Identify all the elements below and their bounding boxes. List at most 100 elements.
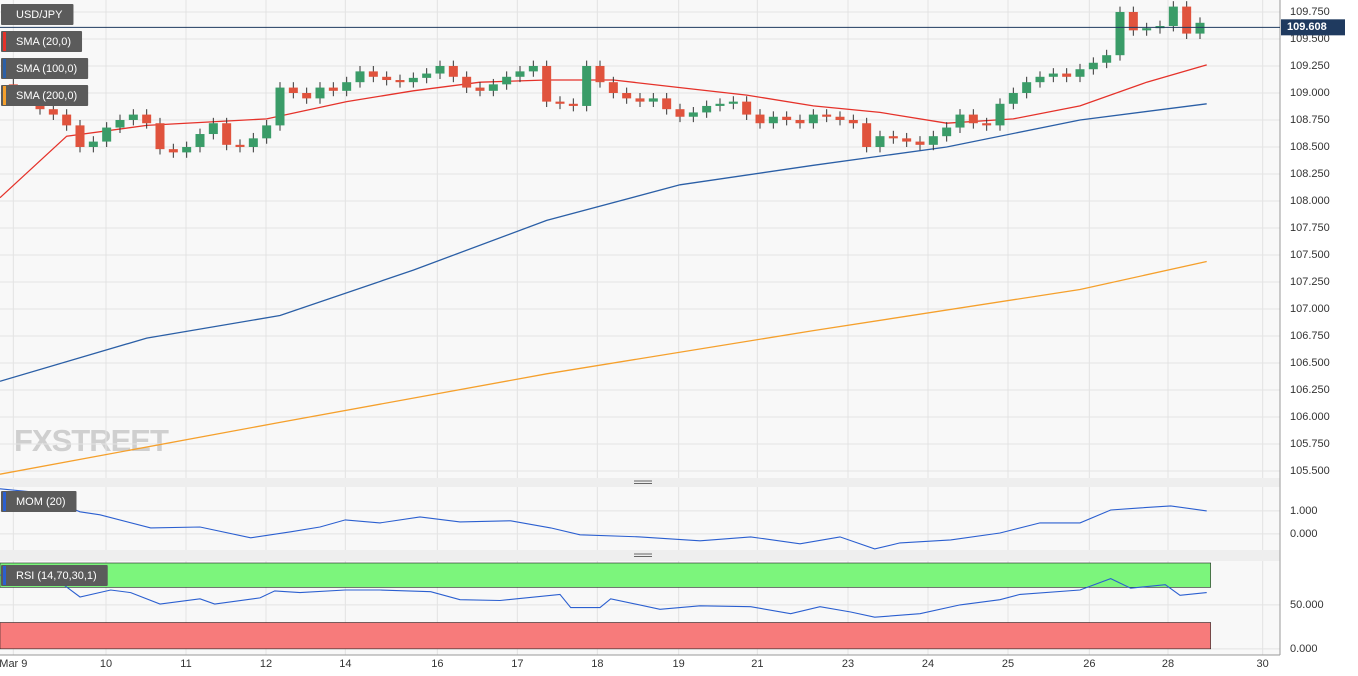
legend-box	[1, 31, 83, 52]
candle-body	[835, 116, 845, 120]
x-tick-label: 30	[1257, 658, 1269, 670]
candle-body	[515, 71, 525, 77]
oversold-band	[0, 622, 1211, 650]
x-tick-label: 23	[842, 658, 854, 670]
candle-body	[1075, 69, 1085, 77]
legend-swatch	[3, 32, 6, 51]
candle-body	[595, 65, 605, 83]
candle-body	[102, 127, 112, 142]
candle-body	[1142, 28, 1152, 31]
candle-body	[795, 119, 805, 124]
y-tick-label: 108.500	[1290, 141, 1330, 153]
sma-line	[0, 103, 1207, 382]
candle-body	[1035, 76, 1045, 83]
candle-body	[462, 76, 472, 88]
y-tick-label: 1.000	[1290, 505, 1318, 517]
x-tick-label: 24	[922, 658, 934, 670]
candle-body	[1048, 73, 1058, 77]
x-tick-label: 12	[260, 658, 272, 670]
candle-body	[155, 123, 165, 150]
candle-body	[408, 77, 418, 83]
candle-body	[48, 109, 58, 115]
candle-body	[75, 125, 85, 147]
x-tick-label: 28	[1162, 658, 1174, 670]
candle-body	[1102, 55, 1112, 63]
y-tick-label: 106.750	[1290, 330, 1330, 342]
y-tick-label: 106.250	[1290, 384, 1330, 396]
candle-body	[422, 73, 432, 78]
candle-body	[982, 123, 992, 126]
candle-body	[115, 119, 125, 128]
legend-label: USD/JPY	[16, 9, 63, 21]
candle-body	[395, 80, 405, 83]
y-tick-label: 109.500	[1290, 33, 1330, 45]
candle-body	[542, 65, 552, 102]
candle-body	[288, 87, 298, 93]
candle-body	[1062, 73, 1072, 77]
x-tick-label: 26	[1083, 658, 1095, 670]
candle-body	[1022, 82, 1032, 93]
y-tick-label: 105.750	[1290, 438, 1330, 450]
candle-body	[728, 101, 738, 104]
x-tick-label: 19	[673, 658, 685, 670]
candle-body	[582, 65, 592, 106]
indicator-line	[0, 488, 1207, 550]
y-tick-label: 109.750	[1290, 6, 1330, 18]
candle-body	[928, 136, 938, 145]
candle-body	[1195, 22, 1205, 34]
candle-body	[755, 114, 765, 124]
candle-body	[195, 134, 205, 147]
candle-body	[342, 82, 352, 91]
y-tick-label: 109.000	[1290, 87, 1330, 99]
legend-label: SMA (20,0)	[16, 36, 71, 48]
candle-body	[368, 71, 378, 77]
legend-box	[1, 491, 77, 512]
legend-box	[1, 58, 89, 79]
candle-body	[168, 149, 178, 153]
candle-body	[142, 114, 152, 124]
candle-body	[208, 123, 218, 135]
y-tick-label: 107.000	[1290, 303, 1330, 315]
candle-body	[915, 141, 925, 145]
candle-body	[995, 103, 1005, 126]
x-tick-label: 14	[339, 658, 351, 670]
candle-body	[568, 103, 578, 106]
candle-body	[768, 116, 778, 124]
y-tick-label: 108.250	[1290, 168, 1330, 180]
x-tick-label: 10	[100, 658, 112, 670]
last-price-label: 109.608	[1287, 21, 1327, 33]
last-price-box	[1281, 19, 1345, 36]
candle-body	[1008, 92, 1018, 104]
candle-body	[608, 82, 618, 93]
candle-body	[528, 65, 538, 72]
candle-body	[62, 114, 72, 126]
candle-body	[128, 114, 138, 120]
candle-body	[1115, 11, 1125, 56]
candle-body	[888, 136, 898, 139]
candle-body	[248, 138, 258, 147]
legend-label: SMA (200,0)	[16, 90, 77, 102]
candle-body	[355, 71, 365, 83]
candle-body	[555, 101, 565, 104]
y-tick-label: 50.000	[1290, 599, 1324, 611]
legend-box	[1, 565, 108, 586]
y-tick-label: 107.250	[1290, 276, 1330, 288]
y-tick-label: 106.000	[1290, 411, 1330, 423]
legend-label: SMA (100,0)	[16, 63, 77, 75]
x-tick-label: 16	[431, 658, 443, 670]
candle-body	[222, 123, 232, 145]
candle-body	[88, 141, 98, 147]
candle-body	[435, 65, 445, 74]
x-tick-label: 21	[751, 658, 763, 670]
candle-body	[1128, 11, 1138, 31]
y-tick-label: 105.500	[1290, 465, 1330, 477]
x-tick-label: 11	[180, 658, 191, 670]
candle-body	[262, 125, 272, 139]
candle-body	[862, 123, 872, 147]
candle-body	[448, 65, 458, 77]
y-tick-label: 0.000	[1290, 528, 1318, 540]
overbought-band	[0, 562, 1211, 588]
legend-box	[1, 85, 89, 106]
candle-body	[782, 116, 792, 120]
